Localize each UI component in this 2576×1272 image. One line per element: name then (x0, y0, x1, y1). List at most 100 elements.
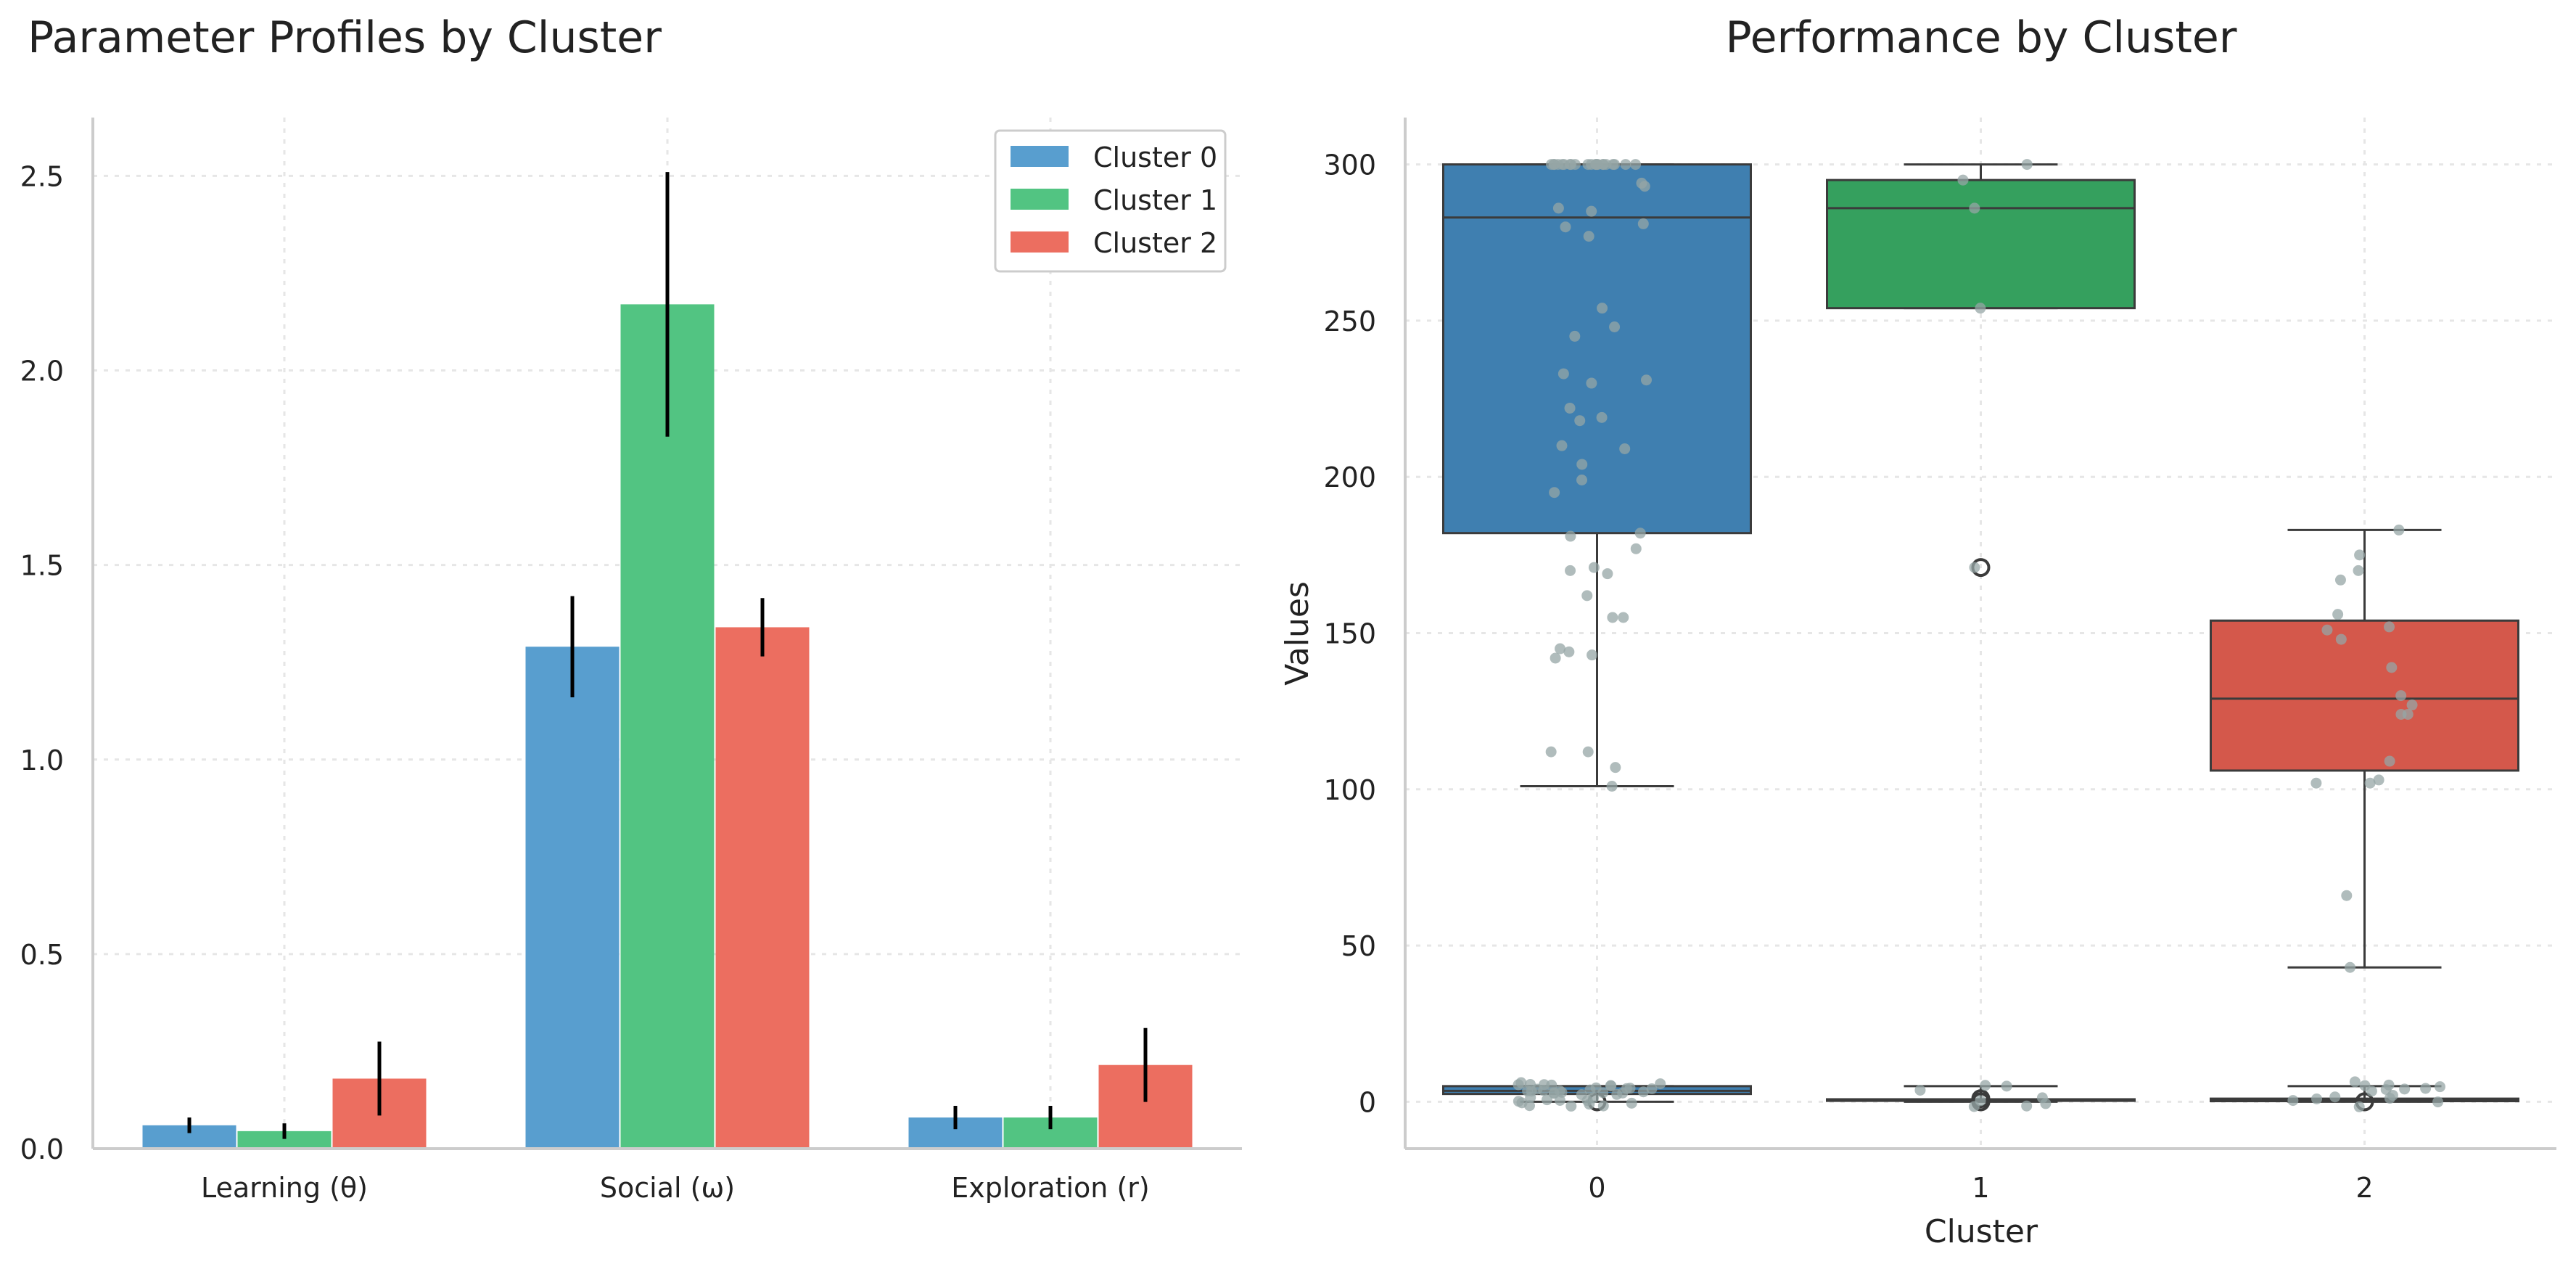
strip-point (1969, 202, 1980, 214)
strip-point (1576, 475, 1588, 486)
strip-point (2383, 1079, 2395, 1091)
strip-point (1574, 415, 1586, 427)
strip-point (1980, 1080, 1991, 1091)
strip-point (2021, 159, 2033, 171)
strip-point (1630, 543, 1642, 554)
right-x-tick-labels: 0 1 2 (1588, 1172, 2373, 1204)
strip-point (2287, 1095, 2299, 1107)
strip-point (2001, 1080, 2012, 1092)
strip-point (1587, 649, 1598, 661)
bar-cluster-2 (715, 627, 810, 1149)
right-y-tick-label: 250 (1323, 305, 1376, 337)
outlier-marker (2355, 1092, 2374, 1112)
strip-point (1550, 652, 1561, 664)
strip-point (2329, 1091, 2341, 1103)
left-x-tick-label: Learning (θ) (201, 1172, 368, 1204)
strip-point (2359, 1080, 2371, 1091)
left-x-tick-label: Exploration (r) (951, 1172, 1149, 1204)
strip-point (2395, 690, 2407, 702)
right-x-tick-label: 0 (1588, 1172, 1605, 1204)
strip-point (2036, 1092, 2048, 1104)
left-y-tick-label: 0.0 (20, 1133, 64, 1165)
strip-point (1576, 459, 1588, 470)
box-upper (2210, 619, 2519, 772)
right-x-axis-label: Cluster (1925, 1213, 2038, 1250)
left-x-tick-labels: Learning (θ) Social (ω) Exploration (r) (201, 1172, 1150, 1204)
right-boxes (1442, 163, 2519, 1112)
strip-point (2387, 1089, 2398, 1101)
strip-point (1605, 1080, 1617, 1091)
strip-point (1582, 159, 1594, 171)
strip-point (2406, 699, 2418, 711)
right-points (1513, 159, 2446, 1112)
left-chart-title: Parameter Profiles by Cluster (28, 12, 662, 63)
strip-point (2435, 1081, 2446, 1093)
right-x-tick-label: 2 (2355, 1172, 2373, 1204)
right-y-tick-label: 300 (1323, 149, 1376, 181)
strip-point (1583, 231, 1594, 242)
strip-point (1618, 612, 1629, 623)
legend-swatch (1011, 231, 1069, 253)
strip-point (1549, 487, 1560, 498)
strip-point (2395, 708, 2407, 720)
strip-point (2384, 621, 2395, 633)
strip-point (1581, 590, 1593, 602)
strip-point (1516, 1097, 1528, 1109)
bar-chart: 0.0 0.5 1.0 1.5 2.0 2.5 Learning (θ) Social (ω… (20, 12, 1242, 1204)
strip-point (1606, 780, 1618, 792)
outlier-marker (1971, 1089, 1991, 1109)
strip-point (1541, 1094, 1552, 1106)
right-y-tick-labels: 0 50 100 150 200 250 300 (1323, 149, 1376, 1119)
strip-point (1630, 159, 1642, 171)
strip-point (1565, 1100, 1577, 1112)
strip-point (2321, 624, 2333, 636)
strip-point (2432, 1096, 2444, 1108)
left-bars (142, 304, 1193, 1149)
legend-label: Cluster 0 (1093, 141, 1217, 173)
strip-point (1586, 205, 1597, 217)
left-x-tick-label: Social (ω) (600, 1172, 735, 1204)
strip-point (1634, 528, 1646, 539)
strip-point (1569, 330, 1581, 342)
strip-point (1538, 1085, 1550, 1096)
strip-point (1975, 303, 1986, 314)
bar-cluster-1 (620, 304, 715, 1149)
strip-point (2364, 777, 2376, 789)
strip-point (1546, 159, 1557, 171)
legend-swatch (1011, 189, 1069, 210)
strip-point (1626, 1097, 1637, 1109)
strip-point (2341, 890, 2353, 901)
strip-point (1655, 1078, 1666, 1090)
strip-point (2335, 633, 2347, 645)
strip-point (1565, 530, 1576, 542)
strip-point (1565, 565, 1576, 576)
strip-point (1563, 646, 1575, 657)
strip-point (1639, 181, 1650, 192)
strip-point (1582, 746, 1594, 758)
strip-point (1609, 159, 1621, 171)
strip-point (2393, 524, 2405, 536)
strip-point (1558, 159, 1570, 171)
right-y-tick-label: 200 (1323, 461, 1376, 493)
right-y-tick-label: 150 (1323, 618, 1376, 650)
strip-point (1914, 1084, 1926, 1096)
strip-point (1640, 374, 1652, 386)
bar-cluster-0 (525, 647, 620, 1149)
strip-point (1564, 402, 1576, 414)
strip-point (1607, 612, 1618, 623)
legend: Cluster 0 Cluster 1 Cluster 2 (994, 129, 1227, 273)
strip-point (2373, 774, 2384, 786)
strip-point (1588, 562, 1600, 573)
strip-point (2334, 574, 2346, 586)
strip-point (1525, 1091, 1536, 1103)
strip-point (1557, 368, 1569, 379)
strip-point (1554, 1094, 1565, 1106)
legend-swatch (1011, 146, 1069, 167)
strip-point (2384, 755, 2395, 767)
left-y-tick-label: 2.5 (20, 160, 64, 192)
left-y-tick-label: 2.0 (20, 356, 64, 387)
strip-point (2332, 609, 2344, 620)
strip-point (1597, 1100, 1609, 1112)
strip-point (1637, 1086, 1649, 1098)
right-y-tick-label: 100 (1323, 774, 1376, 806)
